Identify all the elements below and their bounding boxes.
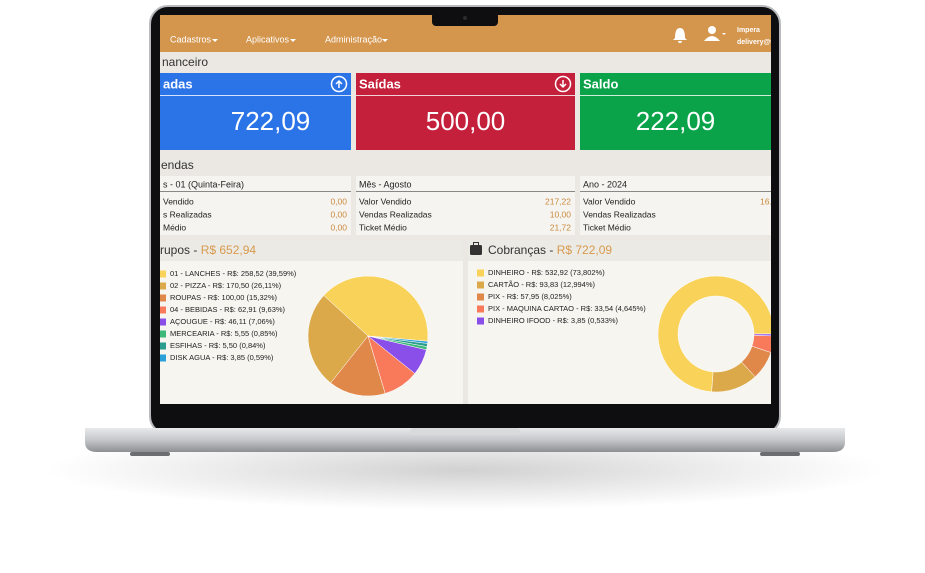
foot [760, 452, 800, 456]
card-icon-arrow [335, 79, 343, 88]
briefcase-icon [470, 245, 482, 255]
legend-label: 04 - BEBIDAS - R$: 62,91 (9,63%) [170, 305, 286, 314]
sales-panel [356, 176, 575, 235]
sales-row-label: Médio [163, 222, 186, 232]
card-title: Saldo [583, 76, 618, 91]
panel-title: rupos - R$ 652,94 [160, 243, 256, 257]
card-value: 500,00 [426, 106, 506, 136]
sales-row-value: 16. [760, 196, 772, 206]
pie-slice [323, 275, 429, 342]
sales-panel-title: s - 01 (Quinta-Feira) [163, 179, 244, 189]
card-value: 222,09 [636, 106, 716, 136]
legend-swatch [477, 293, 484, 301]
legend-swatch [160, 294, 166, 302]
section-title: nanceiro [162, 55, 208, 69]
caret [212, 39, 218, 42]
sales-row-value: 10,00 [550, 209, 572, 219]
panel-title-text: rupos - [160, 243, 201, 257]
sales-row-label: Valor Vendido [359, 196, 412, 206]
sales-panel [580, 176, 771, 235]
screen: Cadastros Aplicativos Administração Impe… [160, 15, 773, 404]
legend-swatch [160, 318, 166, 326]
pie-slice [367, 335, 429, 344]
payments-header [468, 240, 771, 261]
card-icon [554, 75, 572, 93]
user-email: delivery@t [737, 39, 773, 46]
legend-label: ROUPAS - R$: 100,00 (15,32%) [170, 293, 277, 302]
menu-item[interactable]: Administração [325, 34, 382, 44]
card-icon-arrow [559, 80, 567, 89]
pie-slice [307, 295, 369, 384]
pie-slice [657, 275, 771, 393]
sales-row-label: Vendas Realizadas [583, 209, 656, 219]
user-name: Impera [737, 27, 760, 34]
foot [130, 452, 170, 456]
sales-row-label: Vendido [163, 196, 194, 206]
sales-row-label: Ticket Médio [583, 222, 631, 232]
caret [290, 39, 296, 42]
legend-swatch [160, 354, 166, 362]
base-notch [410, 428, 520, 435]
camera [463, 16, 467, 20]
legend-label: AÇOUGUE - R$: 46,11 (7,06%) [170, 317, 275, 326]
card-icon [330, 75, 348, 93]
sales-row-value: 217,22 [545, 196, 571, 206]
card-value: 722,09 [231, 106, 311, 136]
legend-swatch [160, 306, 166, 314]
card [356, 73, 575, 150]
sales-row-label: Valor Vendido [583, 196, 636, 206]
section-title: endas [161, 158, 194, 172]
card [580, 73, 771, 150]
legend-label: 01 - LANCHES - R$: 258,52 (39,59%) [170, 269, 297, 278]
card-title: adas [163, 76, 193, 91]
legend-swatch [160, 330, 166, 338]
legend-swatch [160, 282, 166, 290]
caret [722, 33, 726, 35]
briefcase-handle [473, 242, 479, 246]
caret [382, 39, 388, 42]
user-icon-body [704, 36, 720, 41]
sales-row-label: Ticket Médio [359, 222, 407, 232]
legend-label: MERCEARIA - R$: 5,55 (0,85%) [170, 329, 278, 338]
legend-swatch [477, 281, 484, 289]
laptop-base [85, 428, 845, 452]
legend-label: DINHEIRO - R$: 532,92 (73,802%) [488, 268, 605, 277]
panel-total: R$ 722,09 [557, 243, 613, 257]
legend-label: CARTÃO - R$: 93,83 (12,994%) [488, 280, 595, 289]
legend-swatch [477, 317, 484, 325]
panel-title: Cobranças - R$ 722,09 [488, 243, 612, 257]
legend-swatch [477, 269, 484, 277]
menu-item[interactable]: Cadastros [170, 34, 212, 44]
sales-row-value: 0,00 [330, 209, 347, 219]
menu-item[interactable]: Aplicativos [246, 34, 290, 44]
sales-row-value: 0,00 [330, 222, 347, 232]
pie-slice [330, 335, 386, 397]
sales-row-label: s Realizadas [163, 209, 212, 219]
user-icon[interactable] [708, 26, 716, 34]
sales-panel [160, 176, 351, 235]
legend-label: ESFIHAS - R$: 5,50 (0,84%) [170, 341, 266, 350]
legend-swatch [160, 270, 166, 278]
legend-swatch [160, 342, 166, 350]
panel-title-text: Cobranças - [488, 243, 557, 257]
sales-row-label: Vendas Realizadas [359, 209, 432, 219]
sales-row-value: 0,00 [330, 196, 347, 206]
groups-header [160, 240, 463, 261]
legend-label: DISK AGUA - R$: 3,85 (0,59%) [170, 353, 274, 362]
sales-row-value: 21,72 [550, 222, 572, 232]
sales-panel-title: Mês - Agosto [359, 179, 412, 189]
card [160, 73, 351, 150]
legend-swatch [477, 305, 484, 313]
bell-icon[interactable] [673, 28, 687, 43]
card-title: Saídas [359, 76, 401, 91]
sales-panel-title: Ano - 2024 [583, 179, 627, 189]
panel-total: R$ 652,94 [201, 243, 257, 257]
legend-label: 02 - PIZZA - R$: 170,50 (26,11%) [170, 281, 282, 290]
legend-label: PIX - R$: 57,95 (8,025%) [488, 292, 572, 301]
legend-label: DINHEIRO IFOOD - R$: 3,85 (0,533%) [488, 316, 619, 325]
pie-slice [753, 333, 771, 337]
legend-label: PIX - MAQUINA CARTAO - R$: 33,54 (4,645%… [488, 304, 646, 313]
